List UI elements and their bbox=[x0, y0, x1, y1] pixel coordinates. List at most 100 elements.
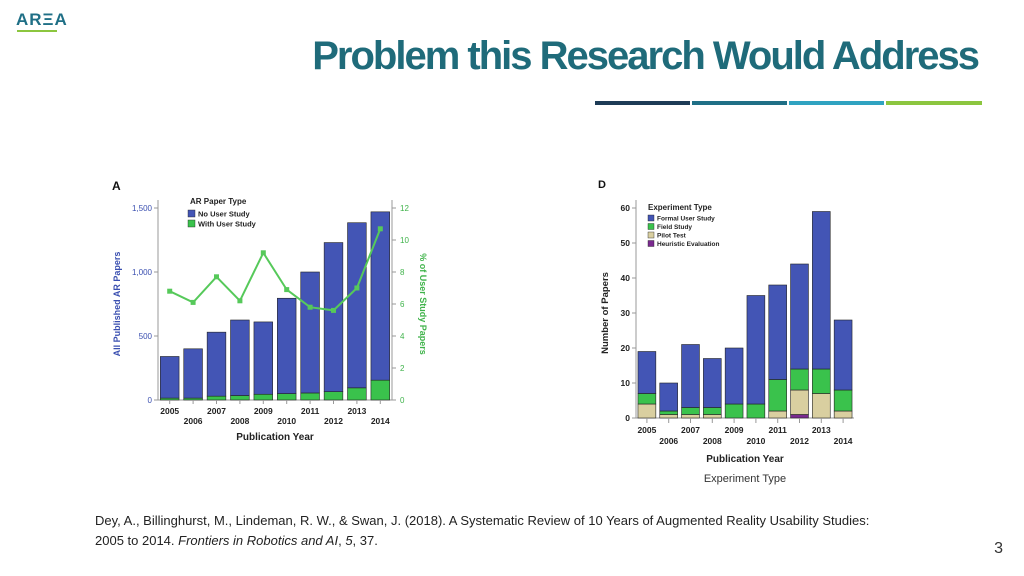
x-tick-label: 2009 bbox=[254, 406, 273, 416]
citation-authors: Dey, A., Billinghurst, M., Lindeman, R. … bbox=[95, 513, 870, 548]
legend-swatch bbox=[647, 231, 655, 239]
bar-heuristic-evaluation bbox=[790, 414, 809, 419]
x-tick-label: 2006 bbox=[659, 436, 678, 446]
bar-field-study bbox=[637, 393, 657, 405]
title-rule-2 bbox=[692, 101, 787, 105]
page-number: 3 bbox=[994, 540, 1003, 557]
legend-title: AR Paper Type bbox=[190, 197, 247, 206]
pct-point bbox=[167, 288, 173, 294]
pct-point bbox=[260, 250, 266, 256]
pct-point bbox=[377, 226, 383, 232]
y2-tick-label: 2 bbox=[400, 364, 405, 373]
bar-no-user-study bbox=[183, 348, 203, 399]
bar-formal-user-study bbox=[812, 211, 831, 370]
legend-label: Field Study bbox=[657, 224, 692, 231]
bar-field-study bbox=[746, 403, 766, 419]
bar-no-user-study bbox=[230, 319, 250, 396]
bar-with-user-study bbox=[347, 387, 367, 401]
pct-point bbox=[331, 307, 336, 313]
chart-d: D010203040506020052006200720082009201020… bbox=[592, 172, 862, 492]
bar-field-study bbox=[833, 389, 853, 412]
bar-formal-user-study bbox=[681, 344, 700, 408]
bar-with-user-study bbox=[277, 393, 297, 401]
x-tick-label: 2008 bbox=[230, 416, 249, 426]
x-tick-label: 2013 bbox=[347, 406, 366, 416]
y-tick-label: 20 bbox=[621, 343, 631, 353]
title-rule-3 bbox=[789, 101, 884, 105]
bar-no-user-study bbox=[300, 271, 320, 394]
bar-no-user-study bbox=[347, 222, 367, 389]
y-tick-label: 1,500 bbox=[132, 204, 153, 213]
bar-pilot-test bbox=[833, 410, 853, 419]
x-tick-label: 2008 bbox=[703, 436, 722, 446]
legend-swatch bbox=[647, 223, 655, 230]
bar-pilot-test bbox=[637, 403, 657, 419]
y2-tick-label: 8 bbox=[400, 268, 405, 277]
figure-caption: Experiment Type bbox=[704, 473, 786, 485]
bar-pilot-test bbox=[768, 410, 787, 419]
bar-pilot-test bbox=[812, 393, 831, 419]
x-tick-label: 2011 bbox=[301, 406, 320, 416]
legend-swatch bbox=[647, 214, 655, 222]
bar-formal-user-study bbox=[833, 319, 853, 391]
x-tick-label: 2014 bbox=[834, 436, 853, 446]
y2-tick-label: 6 bbox=[400, 300, 405, 309]
y-axis-title: Number of Papers bbox=[600, 272, 611, 354]
bar-with-user-study bbox=[253, 393, 273, 401]
x-tick-label: 2010 bbox=[277, 416, 296, 426]
x-tick-label: 2014 bbox=[371, 416, 390, 426]
bar-pilot-test bbox=[681, 414, 700, 419]
legend-title: Experiment Type bbox=[648, 203, 712, 212]
pct-user-study-line bbox=[169, 228, 382, 312]
x-axis-title: Publication Year bbox=[236, 432, 314, 443]
x-tick-label: 2011 bbox=[768, 425, 787, 435]
y-tick-label: 10 bbox=[621, 378, 631, 388]
bar-field-study bbox=[703, 407, 722, 415]
x-tick-label: 2007 bbox=[681, 425, 700, 435]
legend-label: Formal User Study bbox=[657, 216, 715, 223]
bar-no-user-study bbox=[206, 331, 227, 397]
bar-formal-user-study bbox=[768, 284, 787, 380]
panel-label-d: D bbox=[598, 179, 606, 191]
pct-point bbox=[237, 298, 243, 304]
citation: Dey, A., Billinghurst, M., Lindeman, R. … bbox=[95, 511, 875, 551]
x-axis-title: Publication Year bbox=[706, 454, 784, 465]
bar-pilot-test bbox=[790, 389, 809, 415]
citation-pages: , 37. bbox=[352, 533, 378, 548]
bar-no-user-study bbox=[370, 211, 390, 381]
y2-tick-label: 4 bbox=[400, 332, 405, 341]
area-logo: ARΞA bbox=[16, 10, 68, 29]
bar-no-user-study bbox=[160, 356, 180, 399]
y-tick-label: 30 bbox=[621, 308, 631, 318]
bar-formal-user-study bbox=[724, 347, 744, 405]
y-axis-title: All Published AR Papers bbox=[112, 252, 122, 357]
bar-field-study bbox=[659, 410, 678, 415]
y-tick-label: 0 bbox=[625, 413, 630, 423]
x-tick-label: 2007 bbox=[207, 406, 226, 416]
bar-with-user-study bbox=[323, 391, 344, 401]
logo-underline bbox=[17, 30, 57, 32]
bar-with-user-study bbox=[370, 379, 390, 401]
pct-point bbox=[307, 304, 313, 310]
chart-a: A 0 500 1,000 1,500 0 2 4 6 8 10 12 2005 2006 2007 2008… bbox=[100, 172, 440, 448]
y-tick-label: 60 bbox=[621, 203, 631, 213]
bar-formal-user-study bbox=[746, 295, 766, 405]
pct-point bbox=[214, 274, 219, 280]
bar-field-study bbox=[724, 403, 744, 419]
bar-formal-user-study bbox=[790, 263, 809, 370]
title-rule-1 bbox=[595, 101, 690, 105]
bar-pilot-test bbox=[659, 414, 678, 419]
bar-field-study bbox=[681, 407, 700, 415]
y-tick-label: 50 bbox=[621, 238, 631, 248]
bar-pilot-test bbox=[703, 414, 722, 419]
legend-label: With User Study bbox=[198, 220, 257, 229]
pct-point bbox=[284, 287, 290, 293]
y-tick-label: 500 bbox=[139, 332, 153, 341]
bar-with-user-study bbox=[206, 395, 227, 401]
legend-label: Heuristic Evaluation bbox=[657, 241, 720, 248]
legend-label: No User Study bbox=[198, 210, 251, 219]
y-tick-label: 40 bbox=[621, 273, 631, 283]
bar-no-user-study bbox=[253, 321, 273, 395]
y2-tick-label: 0 bbox=[400, 396, 405, 405]
pct-point bbox=[190, 299, 196, 305]
